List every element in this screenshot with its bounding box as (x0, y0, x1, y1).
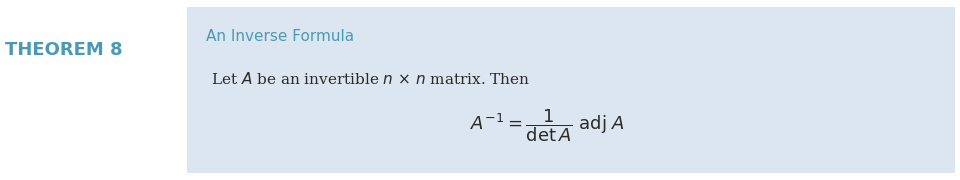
Text: THEOREM 8: THEOREM 8 (5, 41, 123, 59)
Text: $A^{-1} = \dfrac{1}{\det A}\ \mathrm{adj}\ A$: $A^{-1} = \dfrac{1}{\det A}\ \mathrm{adj… (469, 108, 625, 144)
Text: Let $A$ be an invertible $n$ $\times$ $n$ matrix. Then: Let $A$ be an invertible $n$ $\times$ $n… (211, 71, 531, 87)
Text: An Inverse Formula: An Inverse Formula (206, 28, 354, 44)
FancyBboxPatch shape (187, 7, 955, 173)
